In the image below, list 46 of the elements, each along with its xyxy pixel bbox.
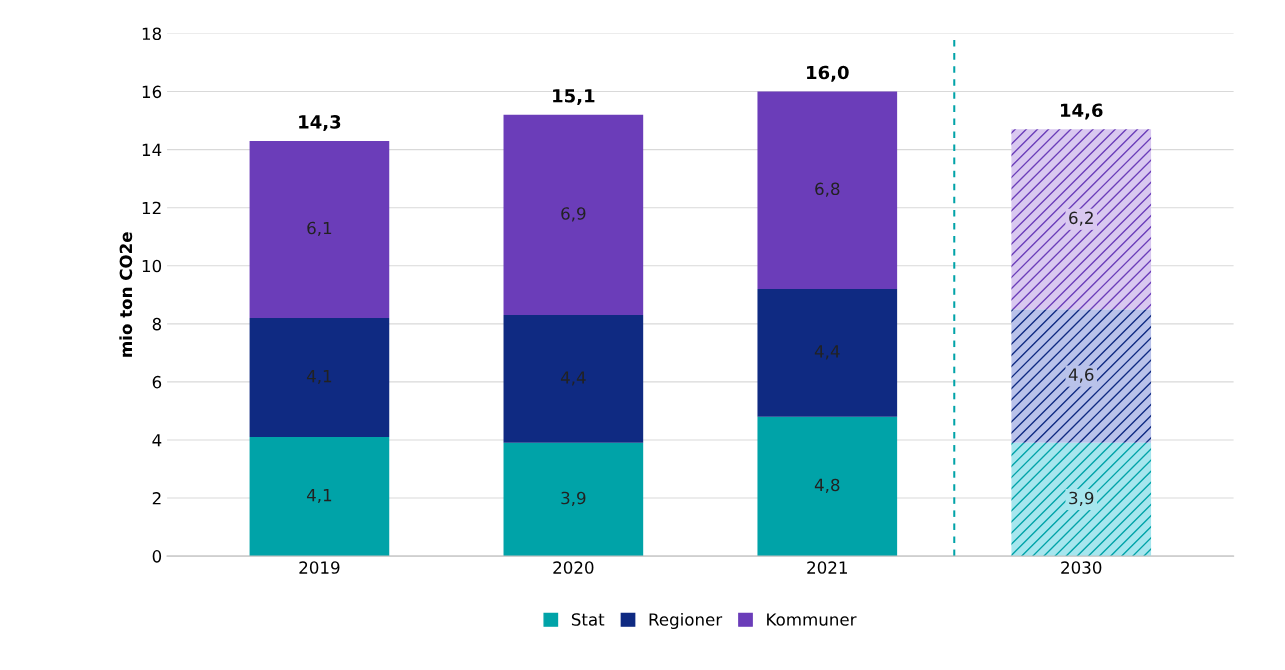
y-tick-label: 16 bbox=[142, 85, 162, 99]
data-label: 6,8 bbox=[815, 182, 840, 197]
y-tick-label: 18 bbox=[142, 27, 162, 41]
bar bbox=[249, 140, 390, 319]
data-label: 3,9 bbox=[561, 491, 586, 507]
legend-label: Regioner bbox=[649, 612, 723, 630]
bar bbox=[503, 442, 644, 557]
y-tick-label: 0 bbox=[152, 550, 162, 563]
bar bbox=[503, 114, 644, 316]
total-label: 14,6 bbox=[1061, 103, 1103, 120]
total-label: 16,0 bbox=[807, 65, 849, 82]
bar bbox=[249, 318, 390, 438]
total-label: 14,3 bbox=[299, 115, 341, 132]
legend-label: Stat bbox=[571, 613, 605, 626]
x-tick-label: 2030 bbox=[1061, 561, 1102, 574]
y-tick-label: 2 bbox=[152, 492, 161, 505]
y-tick-label: 12 bbox=[142, 201, 161, 215]
total-label: 15,1 bbox=[553, 89, 595, 105]
data-label: 4,1 bbox=[306, 369, 332, 385]
y-tick-label: 6 bbox=[152, 375, 162, 389]
bar bbox=[249, 437, 390, 557]
bar bbox=[1011, 129, 1152, 310]
data-label: 6,9 bbox=[561, 207, 586, 222]
x-tick-label: 2019 bbox=[299, 561, 340, 574]
x-tick-label: 2020 bbox=[553, 561, 594, 574]
legend-label: Kommuner bbox=[767, 613, 857, 626]
bar bbox=[1011, 309, 1152, 443]
data-label: 4,4 bbox=[814, 345, 840, 360]
data-label: 4,1 bbox=[306, 489, 332, 504]
data-label: 4,8 bbox=[814, 478, 840, 493]
bar bbox=[757, 416, 898, 557]
data-label: 6,1 bbox=[307, 221, 332, 237]
data-label: 6,2 bbox=[1069, 211, 1093, 226]
y-tick-label: 4 bbox=[152, 434, 162, 447]
bar bbox=[757, 288, 898, 417]
y-axis-title: mio ton CO2e bbox=[119, 232, 133, 357]
y-tick-label: 14 bbox=[142, 143, 162, 156]
y-tick-label: 10 bbox=[142, 259, 162, 273]
bar bbox=[1011, 442, 1152, 557]
data-label: 4,6 bbox=[1068, 368, 1094, 383]
x-tick-label: 2021 bbox=[807, 561, 847, 574]
y-tick-label: 8 bbox=[152, 317, 162, 331]
data-label: 4,4 bbox=[560, 371, 586, 386]
bar bbox=[757, 91, 898, 289]
bar bbox=[503, 315, 644, 443]
data-label: 3,9 bbox=[1069, 491, 1094, 507]
